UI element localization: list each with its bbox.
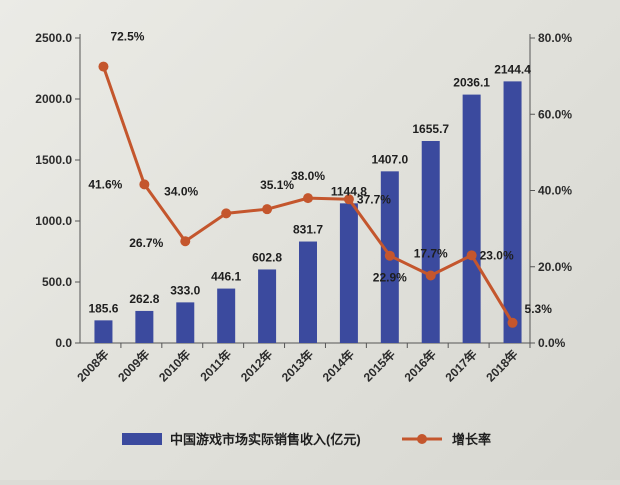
growth-rate-label: 26.7% [129,236,163,250]
growth-rate-point [384,250,395,261]
revenue-bar [94,320,113,343]
x-category-label: 2010年 [155,347,193,385]
x-category-label: 2017年 [442,347,480,385]
y-left-tick-label: 1000.0 [35,214,72,228]
growth-rate-label: 23.0% [480,248,514,262]
y-left-tick-label: 0.0 [55,336,72,350]
growth-rate-label: 17.7% [414,247,448,261]
revenue-bar-label: 1655.7 [412,122,449,136]
y-right-tick-label: 0.0% [538,336,566,350]
revenue-bar-label: 1407.0 [371,152,408,166]
growth-rate-point [262,204,273,215]
x-category-label: 2014年 [319,347,357,385]
growth-rate-point [139,179,150,190]
x-category-label: 2008年 [74,347,112,385]
revenue-bar [503,81,522,343]
y-left-tick-label: 2500.0 [35,31,72,45]
growth-rate-label: 22.9% [373,271,407,285]
legend-bar-label: 中国游戏市场实际销售收入(亿元) [170,432,361,447]
revenue-bar-label: 333.0 [170,283,200,297]
revenue-bar-label: 831.7 [293,223,323,237]
revenue-bar-label: 602.8 [252,250,282,264]
revenue-bar [339,203,358,343]
growth-rate-label: 35.1% [260,178,294,192]
growth-rate-point [180,236,191,247]
growth-rate-label: 41.6% [88,177,122,191]
revenue-bar [462,94,481,344]
legend-line-marker [417,434,427,444]
revenue-bar [299,241,317,343]
y-right-tick-label: 20.0% [538,260,572,274]
revenue-bar [176,302,195,343]
x-category-label: 2013年 [278,347,316,385]
x-category-label: 2016年 [401,347,439,385]
x-category-label: 2012年 [237,347,275,385]
growth-rate-label: 38.0% [291,169,325,183]
x-category-label: 2011年 [197,347,235,385]
x-category-label: 2018年 [483,347,521,385]
growth-rate-label: 5.3% [525,302,553,316]
revenue-bar [135,310,154,343]
y-right-tick-label: 80.0% [538,31,572,45]
line-layer [98,61,518,328]
growth-rate-label: 34.0% [164,184,198,198]
revenue-bar-label: 2144.4 [494,62,531,76]
revenue-bar [217,288,236,343]
growth-rate-point [466,250,477,261]
legend-layer: 中国游戏市场实际销售收入(亿元) 增长率 [122,432,491,447]
growth-rate-point [343,194,354,205]
revenue-bar-label: 262.8 [129,292,159,306]
x-category-label: 2009年 [115,347,153,385]
growth-rate-point [507,317,518,328]
y-left-tick-label: 500.0 [42,275,72,289]
revenue-bar-label: 2036.1 [453,76,490,90]
legend-line-label: 增长率 [452,432,491,447]
y-left-tick-label: 2000.0 [35,92,72,106]
growth-rate-label: 72.5% [110,30,144,44]
revenue-bar-label: 446.1 [211,270,241,284]
growth-rate-point [425,270,436,281]
growth-rate-point [303,193,313,204]
legend-bar-swatch [122,433,162,445]
y-right-tick-label: 60.0% [538,107,572,121]
revenue-bar [421,141,440,343]
growth-rate-label: 37.7% [357,192,391,206]
revenue-bar-label: 1144.8 [331,184,367,198]
growth-rate-point [221,208,232,219]
revenue-bar [258,269,277,343]
labels-layer: 185.6 262.8 333.0 446.1 602.8 831.7 1144.8 1407… [88,30,552,316]
x-category-label: 2015年 [360,347,398,385]
revenue-bar-label: 185.6 [88,301,118,315]
y-right-tick-label: 40.0% [538,184,572,198]
y-left-tick-label: 1500.0 [35,153,72,167]
growth-rate-point [98,61,109,72]
